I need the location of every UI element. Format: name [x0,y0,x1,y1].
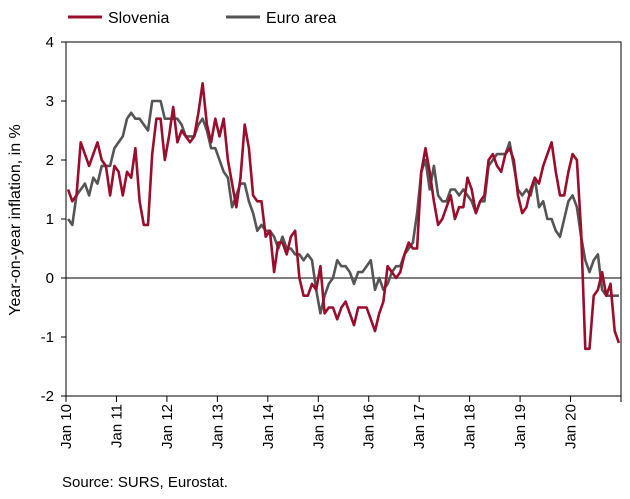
inflation-chart: Slovenia Euro area Year-on-year inflatio… [7,10,622,449]
x-tick-label: Jan 20 [563,404,580,449]
y-tick-label: -1 [41,329,54,346]
y-tick-label: 0 [46,270,54,287]
x-tick-label: Jan 16 [361,404,378,449]
series-line-slovenia [66,82,621,351]
y-tick-label: 4 [46,34,54,51]
x-tick-label: Jan 11 [108,404,125,448]
y-tick-label: 1 [46,211,54,228]
y-axis-title: Year-on-year inflation, in % [7,124,24,316]
x-tick-label: Jan 15 [310,404,327,449]
y-axis-ticks: 4 3 2 1 0 -1 -2 [41,34,66,405]
x-tick-label: Jan 19 [512,404,529,449]
x-tick-label: Jan 17 [411,404,428,449]
x-tick-label: Jan 12 [159,404,176,449]
x-axis-ticks: Jan 10 Jan 11 Jan 12 Jan 13 Jan 14 Jan 15 Jan … [58,396,622,449]
legend: Slovenia Euro area [68,10,336,27]
x-tick-label: Jan 10 [58,404,75,449]
y-tick-label: -2 [41,388,54,405]
legend-label-euro-area: Euro area [266,10,336,27]
plot-border [65,41,622,397]
legend-label-slovenia: Slovenia [108,10,169,27]
series-line-euro-area [67,99,619,315]
x-tick-label: Jan 18 [462,404,479,449]
x-tick-label: Jan 14 [260,404,277,449]
x-tick-label: Jan 13 [209,404,226,449]
source-note: Source: SURS, Eurostat. [62,474,228,491]
series-layer [66,82,621,351]
plot-frame [65,41,622,397]
y-tick-label: 3 [46,93,54,110]
y-tick-label: 2 [46,152,54,169]
